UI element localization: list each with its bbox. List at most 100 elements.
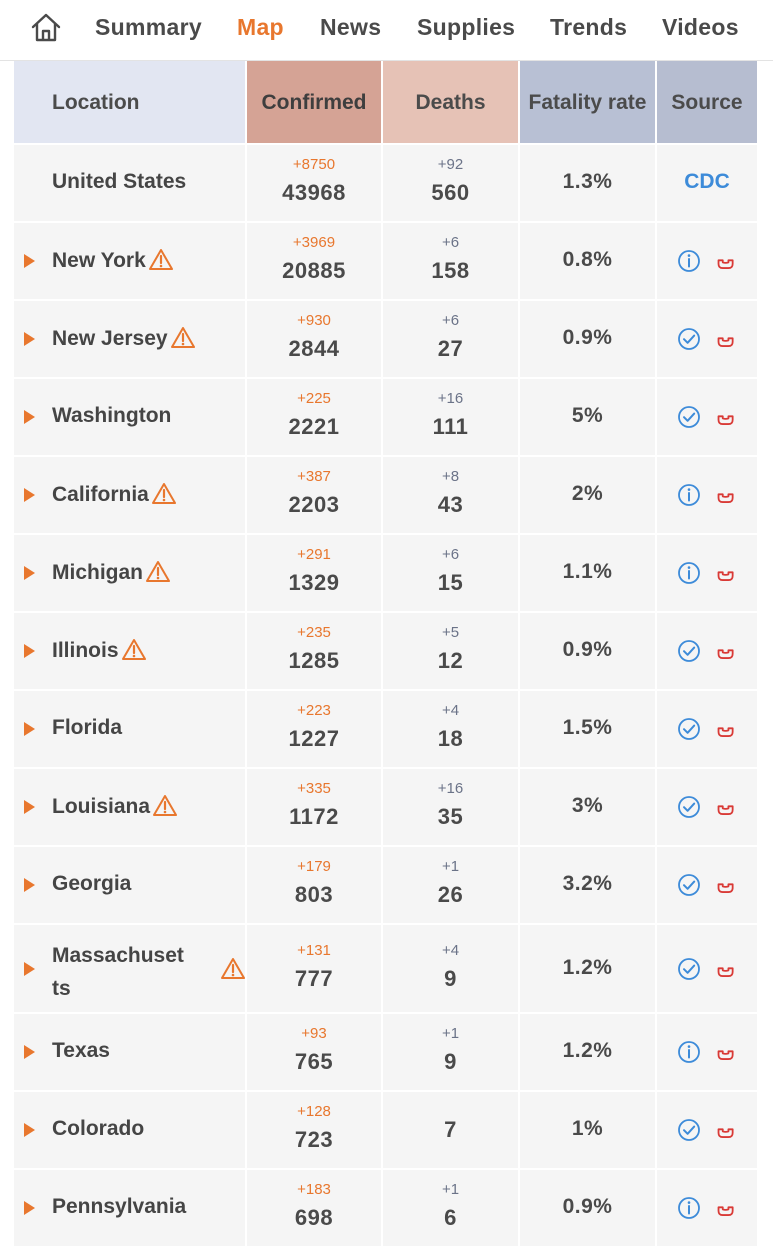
- table-row[interactable]: Pennsylvania +183 698 +1 6 0.9%: [14, 1170, 757, 1246]
- table-row[interactable]: Georgia +179 803 +1 26 3.2%: [14, 847, 757, 923]
- phone-icon[interactable]: [714, 560, 740, 586]
- deaths-count: 15: [437, 570, 464, 595]
- warning-icon: [146, 560, 171, 588]
- home-icon[interactable]: [30, 12, 62, 44]
- warning-icon: [153, 795, 178, 816]
- table-row[interactable]: California +387 2203 +8 43 2%: [14, 457, 757, 533]
- warning-icon: [151, 483, 176, 504]
- expand-arrow-icon[interactable]: [24, 1123, 35, 1137]
- verified-check-icon[interactable]: [677, 405, 701, 429]
- phone-icon[interactable]: [714, 404, 740, 430]
- header-source: Source: [655, 61, 757, 143]
- phone-icon[interactable]: [714, 1117, 740, 1143]
- phone-icon[interactable]: [714, 638, 740, 664]
- deaths-count: 27: [437, 336, 464, 361]
- location-name: Pennsylvania: [52, 1195, 187, 1218]
- table-row[interactable]: New Jersey +930 2844 +6 27 0.9%: [14, 301, 757, 377]
- confirmed-count: 1329: [288, 570, 340, 595]
- info-icon[interactable]: [677, 1040, 701, 1064]
- header-fatality-rate[interactable]: Fatality rate: [518, 61, 655, 143]
- table-row[interactable]: New York +3969 20885 +6 158 0.8%: [14, 223, 757, 299]
- source-cell: [655, 613, 757, 689]
- expand-arrow-icon[interactable]: [24, 961, 35, 976]
- table-row[interactable]: Colorado +128 723 7 1%: [14, 1092, 757, 1168]
- confirmed-delta: +225: [297, 390, 331, 407]
- cdc-source-link[interactable]: CDC: [684, 170, 730, 193]
- expand-arrow-icon[interactable]: [24, 800, 35, 814]
- info-icon[interactable]: [677, 1196, 701, 1220]
- expand-arrow-icon[interactable]: [24, 1201, 35, 1215]
- warning-icon: [170, 327, 195, 348]
- source-cell: CDC: [655, 145, 757, 221]
- info-icon[interactable]: [677, 561, 701, 585]
- expand-arrow-icon[interactable]: [24, 1045, 35, 1059]
- fatality-cell: 5%: [518, 379, 655, 455]
- deaths-delta: +92: [437, 156, 464, 173]
- deaths-cell: +6 158: [381, 223, 518, 299]
- tab-map[interactable]: Map: [237, 14, 284, 40]
- expand-arrow-icon[interactable]: [24, 722, 35, 736]
- expand-arrow-icon[interactable]: [24, 332, 35, 346]
- table-row[interactable]: Michigan +291 1329 +6 15 1.1%: [14, 535, 757, 611]
- confirmed-count: 2844: [288, 336, 340, 361]
- deaths-cell: +5 12: [381, 613, 518, 689]
- phone-icon[interactable]: [714, 1195, 740, 1221]
- table-row[interactable]: Washington +225 2221 +16 111 5%: [14, 379, 757, 455]
- confirmed-cell: +223 1227: [245, 691, 381, 767]
- expand-arrow-icon[interactable]: [24, 644, 35, 658]
- expand-arrow-icon[interactable]: [24, 488, 35, 502]
- expand-arrow-icon[interactable]: [24, 410, 35, 424]
- verified-check-icon[interactable]: [677, 795, 701, 819]
- deaths-delta: +6: [441, 546, 460, 563]
- table-row[interactable]: Massachusetts +131 777 +4 9 1.2%: [14, 925, 757, 1012]
- verified-check-icon[interactable]: [677, 873, 701, 897]
- expand-arrow-icon[interactable]: [24, 254, 35, 268]
- location-name: United States: [52, 170, 187, 193]
- info-icon[interactable]: [677, 483, 701, 507]
- phone-icon[interactable]: [714, 794, 740, 820]
- phone-icon[interactable]: [714, 482, 740, 508]
- verified-check-icon[interactable]: [677, 1118, 701, 1142]
- phone-icon[interactable]: [714, 956, 740, 982]
- table-row[interactable]: Texas +93 765 +1 9 1.2%: [14, 1014, 757, 1090]
- phone-icon[interactable]: [714, 248, 740, 274]
- location-name: Colorado: [52, 1117, 145, 1140]
- verified-check-icon[interactable]: [677, 957, 701, 981]
- header-location[interactable]: Location: [14, 61, 245, 143]
- tab-trends[interactable]: Trends: [550, 14, 628, 40]
- phone-icon[interactable]: [714, 1039, 740, 1065]
- verified-check-icon[interactable]: [677, 327, 701, 351]
- location-name: Texas: [52, 1039, 110, 1062]
- tab-summary[interactable]: Summary: [95, 14, 202, 40]
- confirmed-delta: +930: [297, 312, 331, 329]
- tab-supplies[interactable]: Supplies: [417, 14, 516, 40]
- header-confirmed[interactable]: Confirmed: [245, 61, 381, 143]
- table-row[interactable]: Louisiana +335 1172 +16 35 3%: [14, 769, 757, 845]
- table-row[interactable]: Florida +223 1227 +4 18 1.5%: [14, 691, 757, 767]
- fatality-rate: 0.9%: [562, 1195, 613, 1218]
- source-cell: [655, 223, 757, 299]
- fatality-rate: 1.2%: [562, 1039, 613, 1062]
- deaths-count: 18: [437, 726, 464, 751]
- info-icon[interactable]: [677, 249, 701, 273]
- verified-check-icon[interactable]: [677, 639, 701, 663]
- phone-icon[interactable]: [714, 326, 740, 352]
- warning-icon: [148, 248, 173, 276]
- confirmed-delta: +3969: [292, 234, 336, 251]
- header-deaths[interactable]: Deaths: [381, 61, 518, 143]
- confirmed-delta: +291: [297, 546, 331, 563]
- row-divider: [14, 455, 757, 457]
- tab-news[interactable]: News: [320, 14, 382, 40]
- tab-videos[interactable]: Videos: [662, 14, 739, 40]
- row-divider: [14, 1012, 757, 1014]
- table-row[interactable]: Illinois +235 1285 +5 12 0.9%: [14, 613, 757, 689]
- deaths-cell: +4 18: [381, 691, 518, 767]
- verified-check-icon[interactable]: [677, 717, 701, 741]
- phone-icon[interactable]: [714, 872, 740, 898]
- warning-icon: [148, 249, 173, 270]
- phone-icon[interactable]: [714, 716, 740, 742]
- expand-arrow-icon[interactable]: [24, 878, 35, 892]
- confirmed-count: 1285: [288, 648, 340, 673]
- expand-arrow-icon[interactable]: [24, 566, 35, 580]
- row-divider: [14, 689, 757, 691]
